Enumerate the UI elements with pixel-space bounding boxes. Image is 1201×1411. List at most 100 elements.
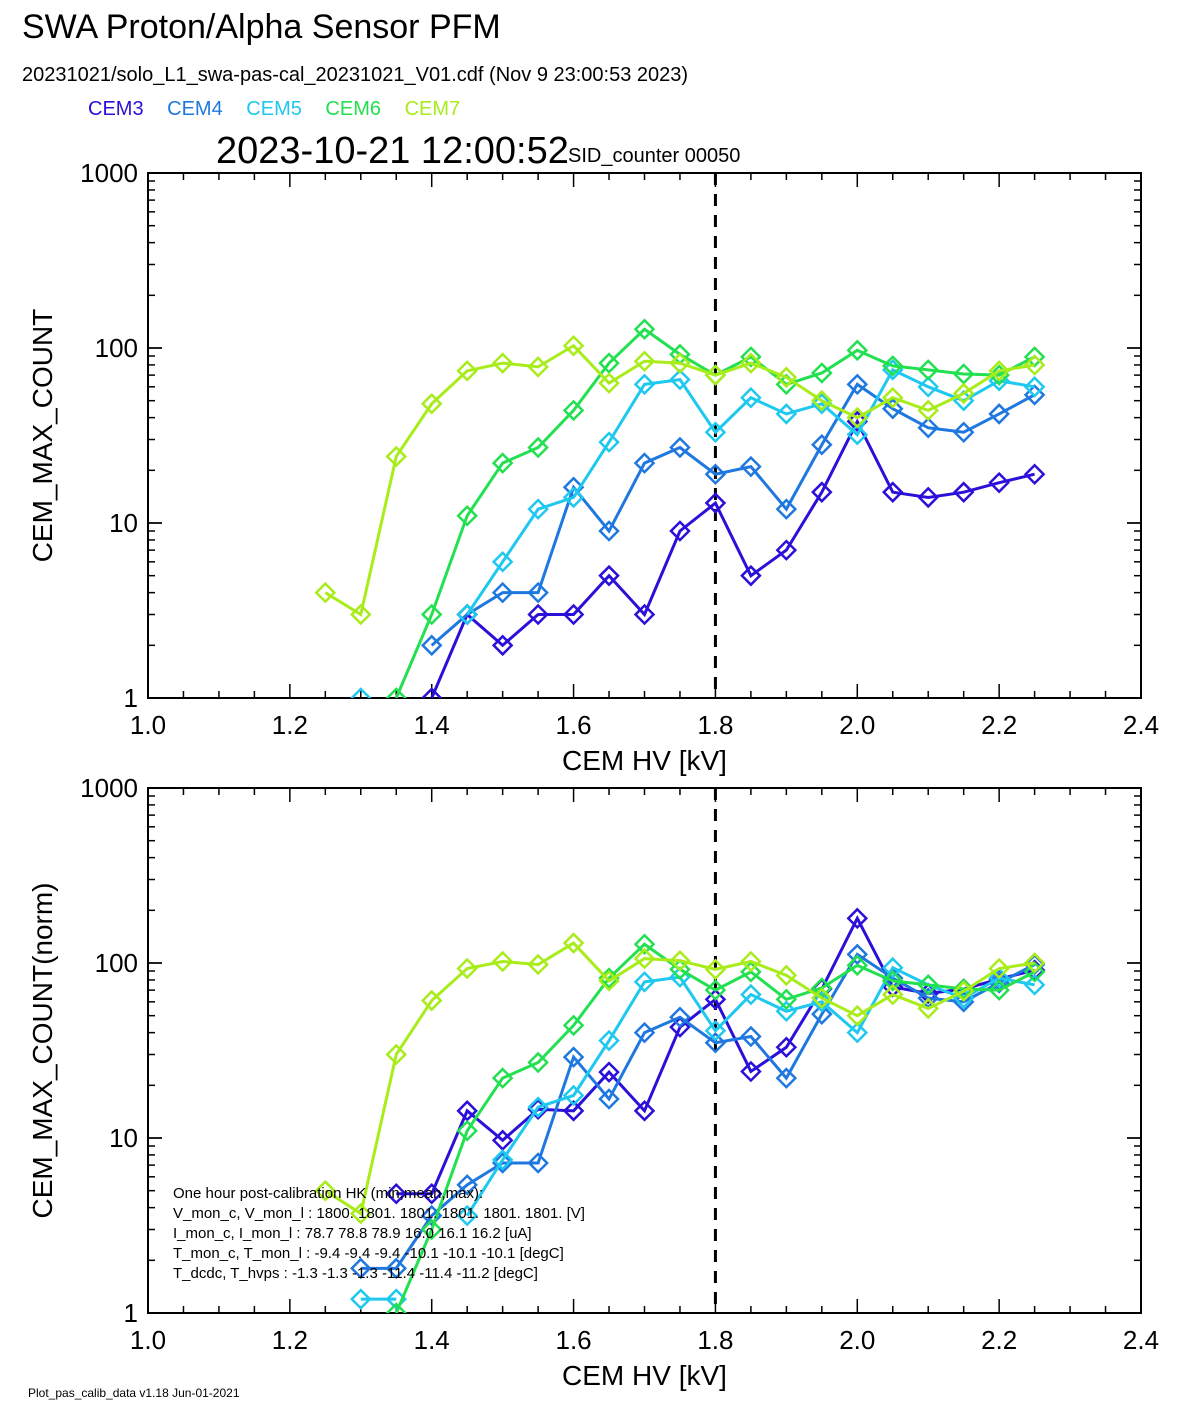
y-tick-label: 1 [124, 683, 138, 713]
data-point [1023, 463, 1046, 485]
data-point [562, 1084, 585, 1107]
data-point [846, 1021, 869, 1044]
x-tick-label: 2.2 [981, 710, 1017, 740]
data-point [633, 373, 656, 396]
data-point [385, 1302, 408, 1313]
data-point [314, 1179, 337, 1202]
data-point [456, 504, 478, 527]
y-tick-label: 1000 [80, 158, 138, 188]
data-point [385, 1043, 408, 1066]
data-point [527, 436, 549, 459]
data-point [740, 564, 762, 587]
data-point [740, 346, 762, 368]
data-point [598, 970, 620, 992]
data-point [952, 980, 975, 1002]
data-point [811, 433, 833, 456]
data-point [562, 1014, 585, 1037]
data-point [988, 957, 1010, 980]
data-point [917, 376, 939, 398]
data-point [1023, 354, 1046, 376]
data-point [385, 1257, 408, 1280]
x-tick-label: 2.0 [839, 1325, 875, 1355]
data-point [988, 360, 1010, 382]
data-point [633, 452, 656, 474]
data-point [704, 979, 727, 1001]
x-tick-label: 1.8 [697, 1325, 733, 1355]
data-point [669, 352, 691, 374]
data-point [527, 581, 549, 604]
data-point [917, 399, 939, 422]
data-point [917, 417, 939, 439]
x-tick-label: 1.2 [272, 1325, 308, 1355]
x-tick-label: 2.4 [1123, 1325, 1159, 1355]
data-point [775, 1000, 798, 1023]
data-point [988, 403, 1010, 425]
chart-panel-1: 1.0 1.2 1.4 1.6 1.8 2.0 2.2 2.4 1 10 100 1000 CEM HV… [27, 158, 1159, 776]
data-point [314, 581, 337, 604]
data-point [669, 958, 691, 981]
data-point [775, 988, 798, 1011]
x-tick-label: 1.6 [555, 1325, 591, 1355]
data-point [633, 318, 656, 341]
series-cem7 [314, 932, 1046, 1225]
data-point [598, 1088, 620, 1110]
data-point [988, 364, 1010, 386]
data-point [704, 463, 727, 485]
data-point [350, 1288, 372, 1310]
data-point [456, 1100, 478, 1122]
footer-version: Plot_pas_calib_data v1.18 Jun-01-2021 [28, 1386, 240, 1400]
data-point [704, 1019, 727, 1042]
data-point [846, 1004, 869, 1027]
data-point [846, 943, 869, 966]
data-point [420, 603, 443, 626]
data-point [350, 687, 372, 698]
data-point [598, 520, 620, 542]
data-point [1023, 376, 1046, 398]
x-tick-label: 2.0 [839, 710, 875, 740]
data-point [740, 386, 762, 409]
data-point [811, 389, 833, 412]
data-point [740, 1060, 762, 1083]
data-point [704, 988, 727, 1011]
data-point [527, 498, 549, 520]
y-tick-label: 1 [124, 1298, 138, 1328]
data-point [811, 393, 833, 415]
data-point [881, 983, 904, 1006]
data-point [952, 991, 975, 1013]
data-point [598, 372, 620, 394]
data-point [846, 339, 869, 362]
data-point [598, 431, 620, 453]
data-point [562, 1100, 585, 1122]
legend-cem5: CEM5 [246, 98, 302, 120]
data-point [491, 551, 514, 573]
data-point [456, 1204, 478, 1227]
data-point [846, 406, 869, 429]
y-tick-label: 10 [109, 508, 138, 538]
x-tick-label: 2.2 [981, 1325, 1017, 1355]
data-point [1023, 952, 1046, 974]
hk-annotation: One hour post-calibration HK (min,mean,m… [173, 1185, 585, 1282]
data-point [527, 603, 549, 626]
hk-annotation-line: T_mon_c, T_mon_l : -9.4 -9.4 -9.4 -10.1 … [173, 1245, 564, 1262]
series-cem5 [350, 359, 1046, 698]
data-point [491, 634, 514, 657]
x-axis-title: CEM HV [kV] [562, 745, 727, 776]
data-point [846, 907, 869, 930]
data-point [881, 956, 904, 979]
series-cem3 [385, 907, 1046, 1205]
data-point [704, 958, 727, 981]
data-point [420, 393, 443, 415]
data-point [917, 974, 939, 996]
data-point [598, 564, 620, 587]
data-point [491, 1149, 514, 1171]
x-tick-label: 1.4 [414, 710, 450, 740]
x-tick-label: 2.4 [1123, 710, 1159, 740]
series-line [324, 343, 1035, 617]
data-point [562, 486, 585, 509]
hk-annotation-line: T_dcdc, T_hvps : -1.3 -1.3 -1.3 -11.4 -1… [173, 1265, 538, 1282]
series-line [465, 367, 1035, 616]
y-tick-label: 100 [95, 948, 138, 978]
data-point [775, 366, 798, 389]
data-point [491, 1067, 514, 1089]
file-subtitle: 20231021/solo_L1_swa-pas-cal_20231021_V0… [22, 64, 689, 86]
